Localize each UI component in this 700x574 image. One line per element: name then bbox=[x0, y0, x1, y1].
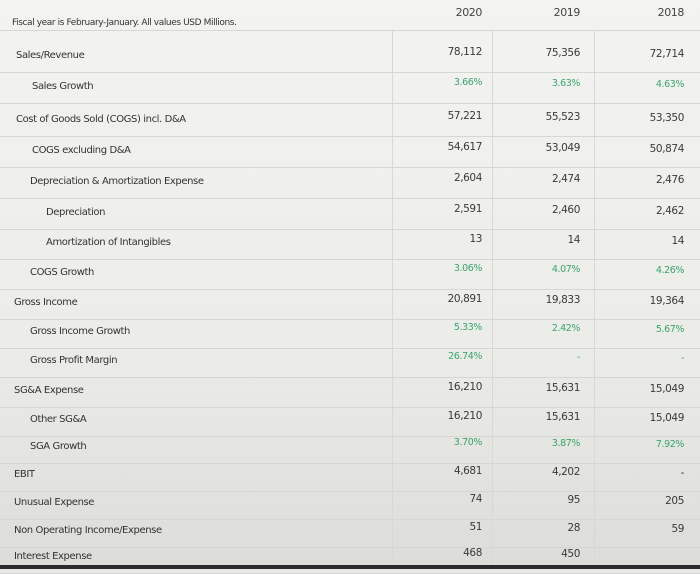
row-value: 16,210 bbox=[447, 410, 483, 422]
row-value: 14 bbox=[671, 235, 684, 247]
year-header: 2018 bbox=[657, 6, 685, 19]
year-header: 2020 bbox=[455, 6, 483, 19]
row-label: Cost of Goods Sold (COGS) incl. D&A bbox=[16, 114, 186, 125]
table-row: Cost of Goods Sold (COGS) incl. D&A 57,22… bbox=[0, 106, 700, 137]
row-value: 15,049 bbox=[649, 412, 685, 424]
row-value: 15,049 bbox=[649, 383, 685, 395]
row-label: Depreciation bbox=[46, 207, 106, 218]
row-label: Gross Profit Margin bbox=[30, 355, 118, 366]
year-header: 2019 bbox=[553, 6, 581, 19]
row-value: 16,210 bbox=[447, 381, 483, 393]
table-row: Amortization of Intangibles 13 14 14 bbox=[0, 229, 700, 260]
screen-bezel bbox=[0, 565, 700, 569]
header-row: Fiscal year is February-January. All val… bbox=[0, 0, 700, 31]
row-label: SG&A Expense bbox=[14, 385, 84, 396]
row-value: 26.74% bbox=[448, 351, 482, 362]
row-value: 3.06% bbox=[453, 263, 483, 274]
row-value: 3.70% bbox=[453, 437, 483, 448]
row-value: 450 bbox=[561, 548, 580, 560]
row-label: Other SG&A bbox=[30, 414, 87, 425]
row-value: 74 bbox=[469, 493, 482, 505]
row-value: 2,460 bbox=[551, 204, 580, 216]
row-label: Depreciation & Amortization Expense bbox=[30, 176, 204, 187]
table-row: Gross Income 20,891 19,833 19,364 bbox=[0, 289, 700, 320]
row-value: 95 bbox=[567, 494, 580, 506]
row-value: 54,617 bbox=[447, 141, 483, 153]
table-row: COGS excluding D&A 54,617 53,049 50,874 bbox=[0, 137, 700, 168]
row-value: 15,631 bbox=[545, 382, 581, 394]
row-value: - bbox=[680, 353, 684, 364]
row-value: 2,604 bbox=[453, 172, 482, 184]
row-value: 4,681 bbox=[453, 465, 482, 477]
row-value: 20,891 bbox=[447, 293, 483, 305]
table-row: Depreciation 2,591 2,460 2,462 bbox=[0, 199, 700, 230]
row-value: 4,202 bbox=[551, 466, 580, 478]
table-row: Gross Income Growth 5.33% 2.42% 5.67% bbox=[0, 318, 700, 349]
table-row: COGS Growth 3.06% 4.07% 4.26% bbox=[0, 259, 700, 290]
column-divider bbox=[392, 30, 393, 569]
row-label: SGA Growth bbox=[30, 441, 87, 452]
row-value: 53,049 bbox=[545, 142, 581, 154]
row-label: Sales Growth bbox=[32, 81, 94, 92]
table-row: Other SG&A 16,210 15,631 15,049 bbox=[0, 406, 700, 437]
row-value: 2,462 bbox=[655, 205, 684, 217]
table-row: SGA Growth 3.70% 3.87% 7.92% bbox=[0, 433, 700, 464]
column-divider bbox=[594, 30, 595, 569]
row-value: 3.87% bbox=[551, 438, 581, 449]
row-value: 5.33% bbox=[453, 322, 483, 333]
row-value: 50,874 bbox=[649, 143, 685, 155]
row-value: 14 bbox=[567, 234, 580, 246]
row-value: 55,523 bbox=[545, 111, 581, 123]
row-value: 3.63% bbox=[551, 78, 581, 89]
row-value: 4.07% bbox=[551, 264, 581, 275]
row-value: 2.42% bbox=[551, 323, 581, 334]
row-value: 19,833 bbox=[545, 294, 581, 306]
table-row: Gross Profit Margin 26.74% - - bbox=[0, 347, 700, 378]
row-value: 4.26% bbox=[655, 265, 685, 276]
row-label: EBIT bbox=[14, 469, 35, 480]
row-value: - bbox=[576, 352, 580, 363]
row-label: Sales/Revenue bbox=[16, 50, 85, 61]
row-value: 15,631 bbox=[545, 411, 581, 423]
row-value: 2,474 bbox=[551, 173, 580, 185]
row-value: - bbox=[680, 467, 685, 479]
row-value: 57,221 bbox=[447, 110, 483, 122]
row-label: Non Operating Income/Expense bbox=[14, 525, 162, 536]
table-row: Sales Growth 3.66% 3.63% 4.63% bbox=[0, 73, 700, 104]
row-value: 3.66% bbox=[453, 77, 483, 88]
row-value: 468 bbox=[463, 547, 482, 559]
row-value: 7.92% bbox=[655, 439, 685, 450]
row-label: Gross Income bbox=[14, 297, 78, 308]
table-row: Sales/Revenue 78,112 75,356 72,714 bbox=[0, 42, 700, 73]
row-value: 72,714 bbox=[649, 48, 685, 60]
row-value: 51 bbox=[469, 521, 482, 533]
table-row: Non Operating Income/Expense 51 28 59 bbox=[0, 517, 700, 548]
row-label: Unusual Expense bbox=[14, 497, 95, 508]
row-value: 59 bbox=[671, 523, 684, 535]
fiscal-note: Fiscal year is February-January. All val… bbox=[12, 18, 237, 28]
row-label: COGS excluding D&A bbox=[32, 145, 131, 156]
row-value: 5.67% bbox=[655, 324, 685, 335]
table-row: Interest Expense 468 450 bbox=[0, 543, 700, 574]
row-value: 19,364 bbox=[649, 295, 685, 307]
row-label: Interest Expense bbox=[14, 551, 92, 562]
row-value: 53,350 bbox=[649, 112, 685, 124]
row-value: 28 bbox=[567, 522, 580, 534]
row-value: 2,591 bbox=[453, 203, 482, 215]
table-row: SG&A Expense 16,210 15,631 15,049 bbox=[0, 377, 700, 408]
row-label: Amortization of Intangibles bbox=[46, 237, 171, 248]
row-value: 205 bbox=[665, 495, 684, 507]
row-label: Gross Income Growth bbox=[30, 326, 130, 337]
row-value: 4.63% bbox=[655, 79, 685, 90]
table-row: EBIT 4,681 4,202 - bbox=[0, 461, 700, 492]
row-value: 2,476 bbox=[655, 174, 684, 186]
row-value: 13 bbox=[469, 233, 482, 245]
row-label: COGS Growth bbox=[30, 267, 94, 278]
row-value: 75,356 bbox=[545, 47, 581, 59]
column-divider bbox=[492, 30, 493, 569]
row-value: 78,112 bbox=[447, 46, 483, 58]
table-row: Unusual Expense 74 95 205 bbox=[0, 489, 700, 520]
table-row: Depreciation & Amortization Expense 2,604… bbox=[0, 168, 700, 199]
